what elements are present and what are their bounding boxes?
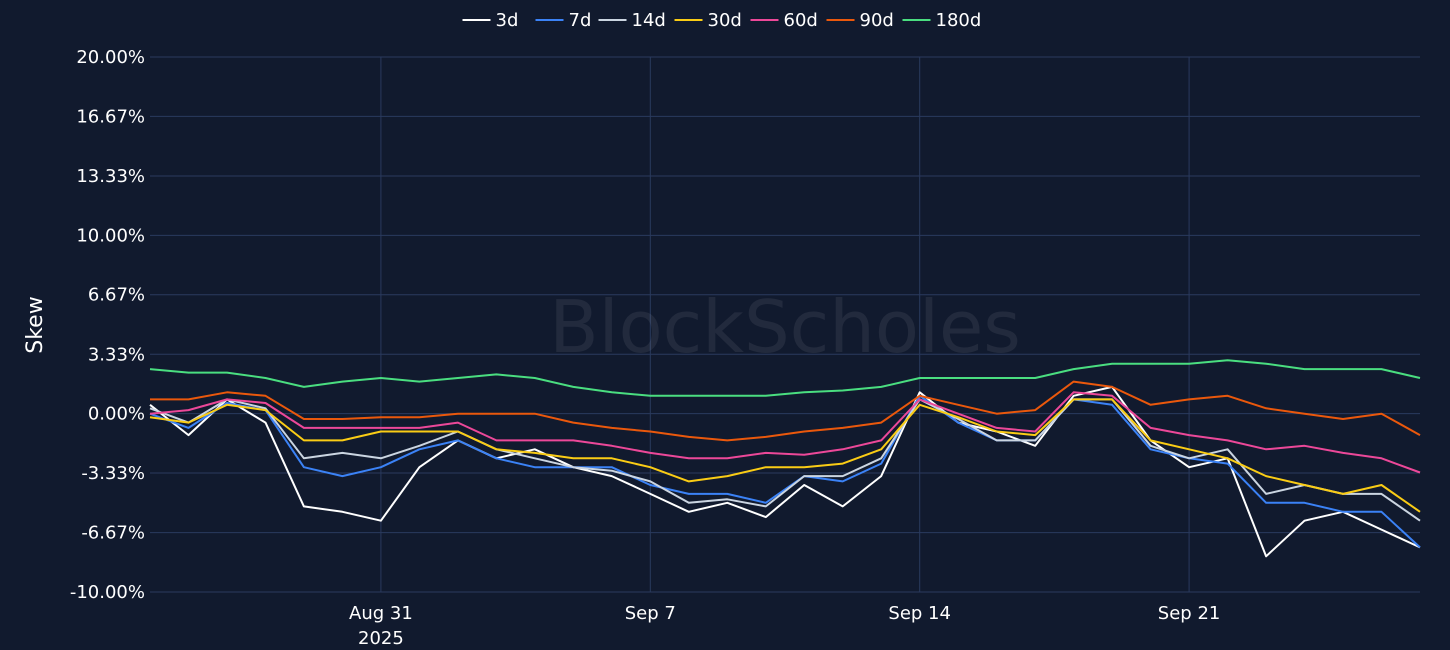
- x-tick-label: Sep 7: [625, 603, 676, 624]
- series-line-60d: [149, 391, 1421, 474]
- legend-label: 180d: [936, 10, 982, 31]
- x-tick-sublabel: 2025: [358, 628, 404, 649]
- legend-label: 90d: [860, 10, 894, 31]
- series-lines: [149, 359, 1421, 558]
- series-line-3d: [149, 385, 1421, 558]
- series-line-90d: [150, 380, 1421, 442]
- watermark: BlockScholes: [549, 285, 1021, 369]
- y-axis: 20.00% 16.67% 13.33% 10.00% 6.67% 3.33% 0.00% -…: [70, 47, 145, 603]
- legend-item-60d[interactable]: 60d: [750, 10, 818, 31]
- y-tick-label: 20.00%: [76, 47, 145, 68]
- y-tick-label: -10.00%: [70, 582, 145, 603]
- legend-label: 3d: [496, 10, 519, 31]
- legend-item-90d[interactable]: 90d: [826, 10, 894, 31]
- x-axis: Aug 31 2025 Sep 7 Sep 14 Sep 21: [349, 603, 1220, 649]
- y-tick-label: 0.00%: [88, 404, 145, 425]
- y-tick-label: -6.67%: [81, 523, 145, 544]
- x-tick-label: Sep 14: [888, 603, 951, 624]
- grid: [150, 56, 1420, 593]
- legend: 3d 7d 14d 30d 60d 90d 180d: [462, 10, 982, 31]
- y-tick-label: 3.33%: [88, 344, 145, 365]
- y-tick-label: 13.33%: [76, 166, 145, 187]
- legend-label: 60d: [784, 10, 818, 31]
- x-tick-label: Aug 31: [349, 603, 413, 624]
- y-tick-label: 16.67%: [76, 106, 145, 127]
- legend-item-7d[interactable]: 7d: [535, 10, 592, 31]
- y-axis-title: Skew: [23, 296, 48, 353]
- legend-label: 30d: [708, 10, 742, 31]
- series-line-7d: [149, 394, 1421, 549]
- y-tick-label: 6.67%: [88, 285, 145, 306]
- legend-item-3d[interactable]: 3d: [462, 10, 519, 31]
- y-tick-label: -3.33%: [81, 463, 145, 484]
- legend-item-14d[interactable]: 14d: [598, 10, 666, 31]
- series-line-180d: [149, 359, 1421, 397]
- legend-label: 7d: [569, 10, 592, 31]
- x-tick-label: Sep 21: [1158, 603, 1221, 624]
- y-tick-label: 10.00%: [76, 225, 145, 246]
- legend-label: 14d: [632, 10, 666, 31]
- legend-item-30d[interactable]: 30d: [674, 10, 742, 31]
- legend-item-180d[interactable]: 180d: [902, 10, 982, 31]
- series-line-30d: [149, 398, 1421, 513]
